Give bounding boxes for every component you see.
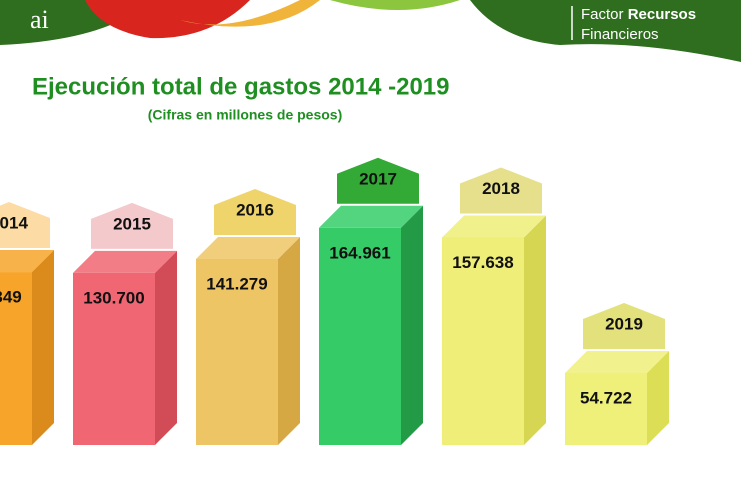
chart-subtitle: (Cifras en millones de pesos): [148, 107, 343, 123]
year-label: 2017: [359, 169, 397, 188]
bar-side: [278, 236, 300, 445]
header-shape: [85, 0, 250, 39]
year-tag: [583, 302, 665, 349]
bar-side: [155, 250, 177, 445]
bar-top: [442, 215, 546, 238]
value-label: 164.961: [329, 243, 390, 262]
brand-light: Factor: [581, 6, 624, 23]
bar: [0, 272, 32, 445]
bar: [442, 237, 524, 445]
bar-side: [32, 250, 54, 445]
brand: Factor Recursos: [581, 6, 696, 23]
bar-top: [0, 250, 54, 273]
bar: [73, 272, 155, 445]
value-label: 131.349: [0, 288, 22, 307]
value-label: 130.700: [83, 288, 144, 307]
bar-side: [401, 205, 423, 445]
year-label: 2019: [605, 314, 643, 333]
brand-bold: Recursos: [628, 6, 696, 23]
year-tag: [460, 167, 542, 214]
year-label: 2018: [482, 179, 520, 198]
bar-top: [196, 236, 300, 259]
chart-title: Ejecución total de gastos 2014 -2019: [32, 73, 450, 100]
year-tag: [337, 157, 419, 204]
year-tag: [91, 202, 173, 249]
header-shape: [180, 0, 320, 27]
bar-top: [73, 250, 177, 273]
year-tag: [0, 202, 50, 249]
bar: [196, 258, 278, 445]
brand-line2: Financieros: [581, 26, 659, 43]
header-shape: [470, 0, 741, 62]
value-label: 141.279: [206, 274, 267, 293]
value-label: 157.638: [452, 253, 513, 272]
bar-top: [319, 205, 423, 228]
value-label: 54.722: [580, 388, 632, 407]
bar-side: [647, 350, 669, 445]
bar: [319, 227, 401, 445]
bar: [565, 372, 647, 445]
header-shape: [330, 0, 460, 10]
bar-top: [565, 350, 669, 373]
year-label: 2016: [236, 200, 274, 219]
year-label: 2014: [0, 214, 28, 233]
bar-side: [524, 215, 546, 445]
year-tag: [214, 188, 296, 235]
logo: ai: [30, 5, 49, 34]
year-label: 2015: [113, 214, 151, 233]
